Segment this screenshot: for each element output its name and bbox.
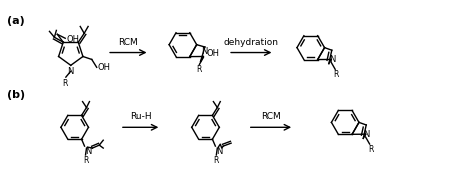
Text: R: R <box>334 70 339 79</box>
Text: RCM: RCM <box>261 112 281 121</box>
Text: R: R <box>62 79 68 88</box>
Text: Ru-H: Ru-H <box>130 112 151 121</box>
Text: N: N <box>216 147 223 156</box>
Text: R: R <box>214 156 219 165</box>
Text: OH: OH <box>207 49 220 58</box>
Text: N: N <box>201 47 208 55</box>
Text: (a): (a) <box>7 16 25 26</box>
Text: R: R <box>83 156 88 165</box>
Text: N: N <box>68 67 74 76</box>
Text: N: N <box>329 55 336 64</box>
Text: dehydration: dehydration <box>224 38 279 47</box>
Text: R: R <box>368 145 373 154</box>
Text: N: N <box>85 147 92 156</box>
Text: R: R <box>196 65 201 74</box>
Text: OH: OH <box>98 63 110 72</box>
Text: RCM: RCM <box>118 38 138 47</box>
Text: OH: OH <box>66 35 79 44</box>
Text: N: N <box>364 130 370 139</box>
Text: (b): (b) <box>7 90 25 100</box>
